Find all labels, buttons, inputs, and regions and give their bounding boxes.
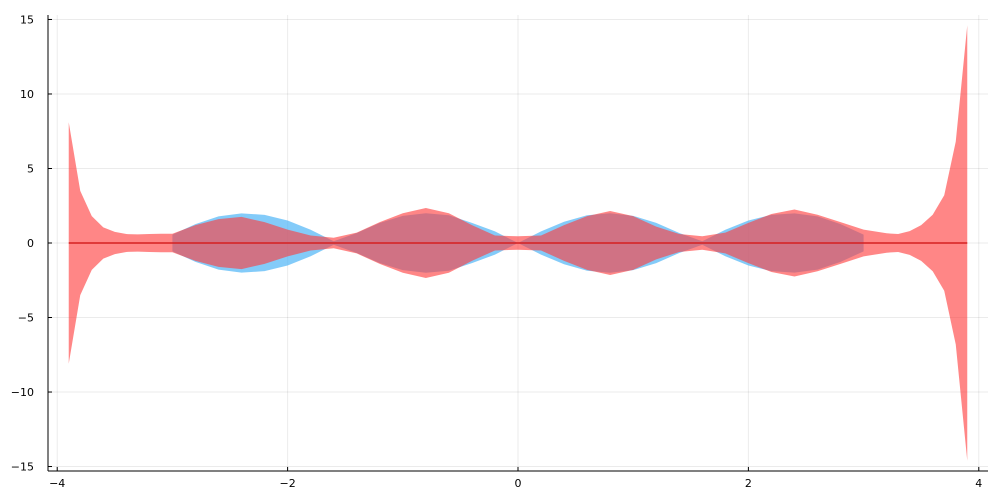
y-tick-label: −10 [11,386,34,399]
x-tick-label: −4 [49,477,65,490]
y-tick-label: 0 [27,237,34,250]
y-tick-label: 15 [20,13,34,26]
x-tick-label: 2 [745,477,752,490]
ticks: −4 −2 0 2 4 −15 −10 −5 0 5 10 15 [11,13,983,490]
x-tick-label: −2 [279,477,295,490]
y-tick-label: 10 [20,88,34,101]
y-tick-label: −15 [11,461,34,474]
y-tick-label: 5 [27,162,34,175]
x-tick-label: 4 [975,477,982,490]
y-tick-label: −5 [18,312,34,325]
x-tick-label: 0 [515,477,522,490]
